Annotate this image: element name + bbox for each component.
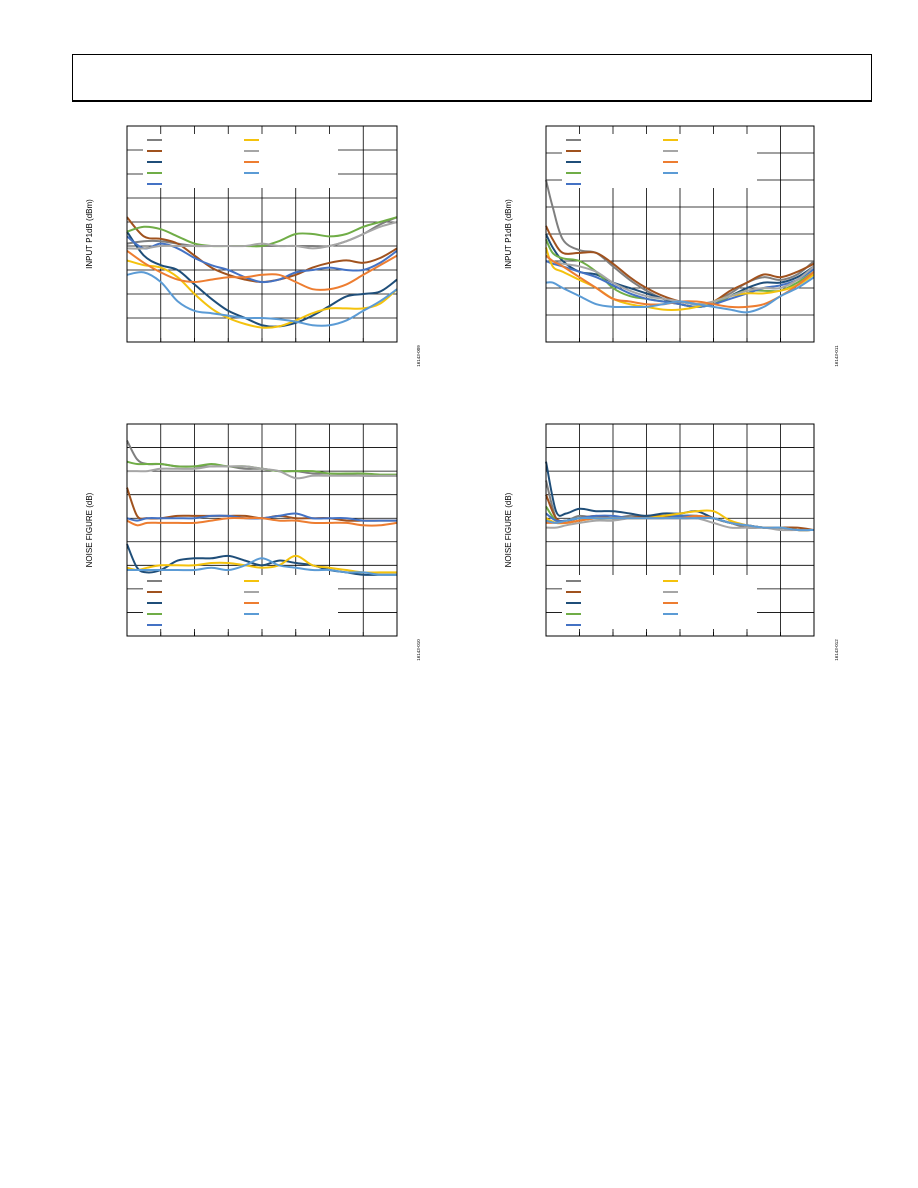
series-line: [545, 254, 815, 306]
legend-background: [143, 575, 338, 629]
figure-id: 16143-010: [416, 639, 421, 661]
series-line: [126, 465, 397, 480]
plot-frame: [545, 125, 815, 343]
series-line: [126, 221, 398, 250]
page-header-box: [72, 54, 872, 102]
series-group: [545, 461, 815, 532]
figure-id: 16143-009: [416, 345, 421, 367]
legend: [562, 134, 757, 188]
legend: [143, 575, 338, 629]
series-line: [126, 517, 398, 527]
y-axis-label: INPUT P1dB (dBm): [504, 199, 513, 269]
series-line: [545, 516, 815, 532]
series-line: [126, 231, 398, 328]
legend: [562, 575, 757, 629]
series-line: [545, 247, 815, 311]
series-group: [126, 440, 398, 576]
series-line: [126, 259, 398, 329]
series-group: [126, 216, 398, 329]
y-axis-label: INPUT P1dB (dBm): [85, 199, 94, 269]
figure-id: 16143-011: [834, 345, 839, 367]
legend-background: [143, 134, 338, 188]
legend: [143, 134, 338, 188]
plot-frame: [545, 423, 815, 637]
y-axis-label: NOISE FIGURE (dB): [504, 492, 513, 567]
y-axis-label: NOISE FIGURE (dB): [85, 492, 94, 567]
series-line: [545, 276, 815, 314]
series-line: [126, 271, 398, 327]
series-line: [126, 249, 398, 291]
series-line: [126, 554, 398, 574]
legend-background: [562, 575, 757, 629]
plot-frame: [126, 125, 398, 343]
series-group: [545, 179, 815, 314]
legend-background: [562, 134, 757, 188]
series-line: [126, 216, 398, 248]
plot-frame: [126, 423, 398, 637]
figure-id: 16143-012: [834, 639, 839, 661]
series-line: [127, 557, 398, 576]
